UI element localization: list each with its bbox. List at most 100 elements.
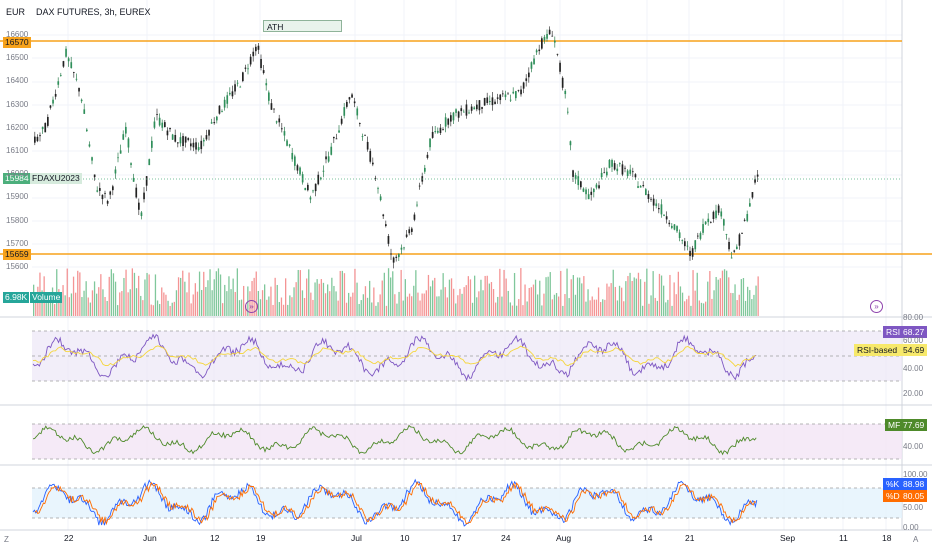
- volume-bar: [579, 277, 581, 316]
- candle-body: [268, 92, 270, 101]
- candle-body: [195, 142, 197, 150]
- stoch-level-100: 100.00: [903, 470, 928, 479]
- volume-bar: [566, 268, 568, 316]
- volume-bar: [127, 292, 129, 316]
- volume-bar: [574, 294, 577, 316]
- volume-bar: [364, 286, 367, 316]
- symbol-title[interactable]: DAX FUTURES, 3h, EUREX: [36, 7, 151, 17]
- candle-body: [665, 216, 668, 220]
- volume-bar: [602, 299, 604, 316]
- volume-bar: [54, 304, 56, 316]
- candle-body: [593, 188, 595, 193]
- volume-bar: [673, 282, 675, 316]
- volume-bar: [373, 287, 375, 316]
- chevron-right-icon[interactable]: »: [245, 300, 258, 313]
- candle-body: [174, 134, 177, 142]
- candle-body: [476, 104, 478, 110]
- volume-bar: [633, 277, 635, 316]
- candle-body: [587, 194, 590, 200]
- volume-bar: [627, 276, 629, 316]
- candle-body: [60, 75, 62, 76]
- volume-value-tag: 6.98K: [3, 292, 30, 303]
- candle-body: [223, 99, 226, 108]
- volume-bar: [316, 279, 318, 316]
- candle-body: [710, 221, 712, 223]
- volume-bar: [568, 298, 570, 316]
- volume-bar: [434, 277, 436, 316]
- volume-bar: [726, 270, 728, 316]
- volume-bar: [490, 282, 493, 316]
- candle-body: [491, 97, 494, 106]
- zoom-button[interactable]: Z: [4, 535, 9, 544]
- candle-body: [166, 130, 169, 136]
- time-axis-label: 10: [400, 533, 410, 543]
- candle-body: [533, 58, 535, 65]
- volume-bar: [282, 304, 285, 316]
- candle-body: [564, 90, 567, 95]
- volume-bar: [295, 282, 297, 316]
- volume-bar: [415, 270, 417, 316]
- candle-body: [509, 99, 512, 101]
- symbol-tag: FDAXU2023: [30, 173, 82, 184]
- ath-annotation[interactable]: ATH: [263, 20, 342, 32]
- candle-body: [239, 86, 242, 88]
- volume-bar: [757, 276, 759, 316]
- candle-body: [190, 143, 192, 147]
- candle-body: [187, 138, 190, 140]
- candle-body: [75, 78, 78, 80]
- candle-body: [182, 136, 184, 146]
- currency-label[interactable]: EUR: [6, 7, 26, 17]
- candle-body: [522, 82, 525, 89]
- candle-body: [616, 168, 619, 172]
- candle-body: [569, 141, 572, 146]
- candle-body: [242, 72, 244, 82]
- volume-bar: [457, 295, 459, 316]
- candle-body: [572, 170, 574, 177]
- volume-bar: [667, 299, 669, 316]
- volume-bar: [440, 289, 442, 316]
- candle-body: [252, 51, 255, 57]
- candle-body: [260, 58, 262, 68]
- volume-bar: [291, 297, 293, 316]
- candle-body: [398, 254, 400, 258]
- auto-scale-button[interactable]: A: [913, 535, 919, 544]
- volume-bar: [459, 288, 461, 316]
- volume-bar: [547, 276, 549, 316]
- candle-body: [707, 218, 710, 223]
- candle-body: [93, 174, 96, 178]
- volume-bar: [679, 286, 682, 316]
- volume-bar: [518, 299, 520, 316]
- volume-bar: [343, 273, 346, 316]
- mf-level-40: 40.00: [903, 442, 924, 451]
- candle-body: [317, 174, 320, 185]
- volume-bar: [387, 268, 390, 316]
- candle-body: [738, 234, 741, 246]
- volume-bar: [108, 276, 110, 316]
- candle-body: [132, 177, 135, 182]
- volume-bar: [656, 300, 658, 316]
- volume-bar: [154, 274, 157, 316]
- volume-bar: [322, 282, 325, 316]
- candle-body: [736, 246, 738, 250]
- price-scale-label: 15800: [6, 215, 29, 225]
- volume-bar: [253, 277, 255, 316]
- volume-bar: [278, 302, 280, 316]
- candle-body: [678, 232, 681, 238]
- candle-body: [468, 112, 470, 114]
- volume-bar: [222, 303, 224, 316]
- volume-bar: [476, 297, 478, 316]
- volume-bar: [70, 293, 73, 316]
- scroll-to-realtime-icon[interactable]: »: [870, 300, 883, 313]
- candle-body: [262, 70, 265, 74]
- candle-body: [143, 192, 145, 200]
- candle-body: [611, 160, 613, 167]
- volume-bar: [660, 275, 663, 316]
- volume-bar: [665, 302, 667, 316]
- volume-bar: [576, 277, 579, 316]
- volume-bar: [75, 292, 77, 316]
- volume-bar: [335, 291, 337, 316]
- volume-bar: [47, 297, 49, 316]
- candle-body: [567, 111, 569, 113]
